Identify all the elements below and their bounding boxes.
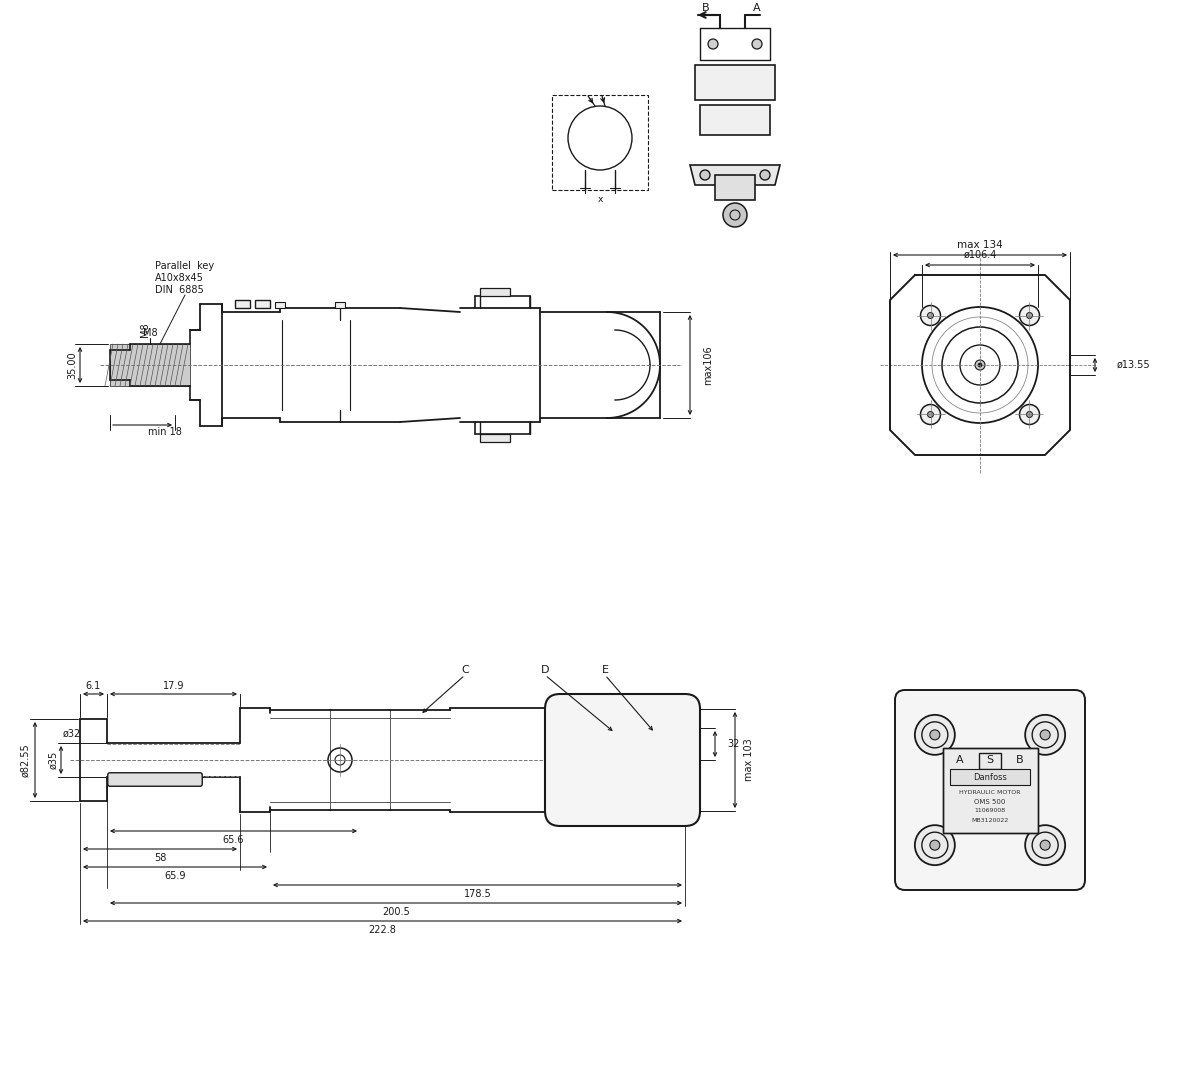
Bar bbox=[695, 65, 775, 100]
Text: x: x bbox=[598, 195, 602, 205]
Bar bbox=[950, 769, 1030, 785]
Text: MB3120022: MB3120022 bbox=[971, 818, 1009, 823]
Circle shape bbox=[1040, 840, 1050, 850]
Text: A: A bbox=[956, 755, 964, 765]
Text: A: A bbox=[754, 3, 761, 13]
Circle shape bbox=[928, 412, 934, 417]
Text: max106: max106 bbox=[703, 346, 713, 385]
Circle shape bbox=[974, 361, 985, 370]
Polygon shape bbox=[110, 344, 190, 386]
Circle shape bbox=[914, 715, 955, 754]
FancyBboxPatch shape bbox=[545, 694, 700, 826]
Bar bbox=[552, 95, 648, 190]
Text: 222.8: 222.8 bbox=[368, 925, 396, 935]
Circle shape bbox=[920, 306, 941, 325]
Circle shape bbox=[1020, 405, 1039, 425]
Text: C: C bbox=[461, 665, 469, 675]
Text: 35.00: 35.00 bbox=[67, 351, 77, 379]
Polygon shape bbox=[690, 165, 780, 185]
Text: OMS 500: OMS 500 bbox=[974, 799, 1006, 805]
Text: E: E bbox=[601, 665, 608, 675]
Text: M8: M8 bbox=[143, 328, 157, 338]
Text: S: S bbox=[986, 755, 994, 765]
Text: ø35: ø35 bbox=[48, 751, 58, 769]
Circle shape bbox=[930, 730, 940, 740]
FancyBboxPatch shape bbox=[108, 773, 203, 787]
Text: Danfoss: Danfoss bbox=[973, 773, 1007, 781]
Circle shape bbox=[978, 363, 982, 367]
Text: 200.5: 200.5 bbox=[382, 907, 410, 917]
Circle shape bbox=[920, 405, 941, 425]
Text: D: D bbox=[541, 665, 550, 675]
Text: 178.5: 178.5 bbox=[463, 890, 491, 899]
Text: HYDRAULIC MOTOR: HYDRAULIC MOTOR bbox=[959, 791, 1021, 795]
Circle shape bbox=[722, 203, 746, 227]
Bar bbox=[942, 748, 1038, 833]
Text: ø13.55: ø13.55 bbox=[1117, 361, 1151, 370]
Bar bbox=[979, 753, 1001, 769]
Circle shape bbox=[928, 312, 934, 319]
Bar bbox=[480, 433, 510, 442]
Bar bbox=[700, 105, 770, 135]
Circle shape bbox=[1025, 715, 1066, 754]
Circle shape bbox=[1040, 730, 1050, 740]
Circle shape bbox=[708, 39, 718, 49]
Text: max 134: max 134 bbox=[958, 240, 1003, 250]
Bar bbox=[335, 302, 346, 308]
Circle shape bbox=[752, 39, 762, 49]
Text: 17.9: 17.9 bbox=[163, 681, 185, 691]
Bar bbox=[256, 300, 270, 308]
Text: B: B bbox=[1016, 755, 1024, 765]
Text: max 103: max 103 bbox=[744, 738, 754, 781]
Text: 65.6: 65.6 bbox=[223, 835, 245, 846]
Text: 32: 32 bbox=[727, 739, 739, 749]
Circle shape bbox=[914, 825, 955, 865]
Text: M8: M8 bbox=[140, 323, 150, 337]
Circle shape bbox=[700, 170, 710, 180]
Text: B: B bbox=[702, 3, 710, 13]
Bar bbox=[715, 175, 755, 200]
Circle shape bbox=[1026, 312, 1032, 319]
Bar bbox=[235, 300, 250, 308]
Circle shape bbox=[760, 170, 770, 180]
Text: 6.1: 6.1 bbox=[86, 681, 101, 691]
Text: 11069008: 11069008 bbox=[974, 808, 1006, 813]
Text: min 18: min 18 bbox=[148, 427, 182, 437]
Text: 65.9: 65.9 bbox=[164, 871, 186, 881]
Circle shape bbox=[1026, 412, 1032, 417]
Bar bbox=[942, 748, 1038, 833]
Bar bbox=[480, 288, 510, 296]
Text: Parallel  key
A10x8x45
DIN  6885: Parallel key A10x8x45 DIN 6885 bbox=[155, 262, 214, 295]
Text: ø106.4: ø106.4 bbox=[964, 250, 997, 260]
Text: ø82.55: ø82.55 bbox=[20, 744, 30, 777]
Circle shape bbox=[930, 840, 940, 850]
Circle shape bbox=[1020, 306, 1039, 325]
Text: 58: 58 bbox=[154, 853, 166, 863]
FancyBboxPatch shape bbox=[895, 690, 1085, 890]
Bar bbox=[275, 302, 286, 308]
Text: ø32: ø32 bbox=[62, 729, 82, 739]
Circle shape bbox=[1025, 825, 1066, 865]
